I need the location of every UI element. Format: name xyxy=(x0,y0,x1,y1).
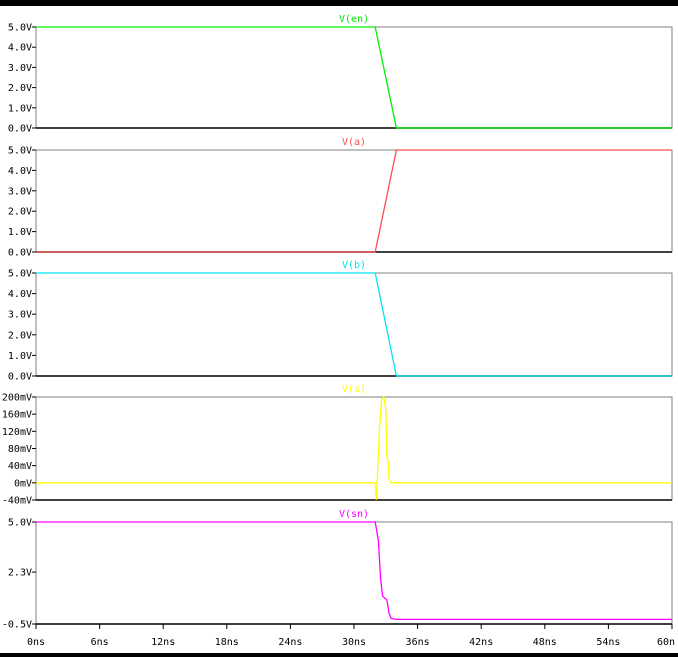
y-tick-label: -0.5V xyxy=(2,620,32,631)
trace-line xyxy=(36,149,672,253)
trace-title: V(en) xyxy=(339,14,369,25)
x-tick-label: 60n xyxy=(657,637,675,648)
y-tick-label: 1.0V xyxy=(8,103,32,114)
y-tick-label: 1.0V xyxy=(8,227,32,238)
x-tick-label: 54ns xyxy=(596,637,620,648)
window-top-border xyxy=(0,0,678,6)
y-tick-label: 3.0V xyxy=(8,310,32,321)
y-tick-label: 0.0V xyxy=(8,248,32,259)
window-bottom-border xyxy=(0,653,678,657)
x-tick-label: 6ns xyxy=(91,637,109,648)
y-tick-label: 5.0V xyxy=(8,146,32,157)
y-tick-label: 80mV xyxy=(8,444,32,455)
trace-title: V(s) xyxy=(342,384,366,395)
y-tick-label: -40mV xyxy=(2,496,32,507)
y-tick-label: 4.0V xyxy=(8,166,32,177)
y-tick-label: 5.0V xyxy=(8,269,32,280)
y-tick-label: 4.0V xyxy=(8,43,32,54)
y-tick-label: 200mV xyxy=(2,393,32,404)
y-tick-label: 3.0V xyxy=(8,186,32,197)
y-tick-label: 5.0V xyxy=(8,518,32,529)
trace-line xyxy=(36,395,672,501)
pane-frame xyxy=(35,149,673,253)
y-tick-label: 40mV xyxy=(8,461,32,472)
y-tick-label: 0mV xyxy=(14,478,32,489)
y-tick-label: 2.0V xyxy=(8,83,32,94)
trace-line xyxy=(36,26,672,129)
y-tick-label: 2.3V xyxy=(8,568,32,579)
x-tick-label: 42ns xyxy=(469,637,493,648)
x-tick-label: 24ns xyxy=(278,637,302,648)
y-tick-label: 1.0V xyxy=(8,351,32,362)
y-tick-label: 160mV xyxy=(2,410,32,421)
x-tick-label: 12ns xyxy=(151,637,175,648)
x-tick-label: 48ns xyxy=(533,637,557,648)
y-tick-label: 120mV xyxy=(2,427,32,438)
y-tick-label: 4.0V xyxy=(8,289,32,300)
x-tick-label: 36ns xyxy=(406,637,430,648)
x-tick-label: 18ns xyxy=(215,637,239,648)
y-tick-label: 5.0V xyxy=(8,23,32,34)
y-tick-label: 2.0V xyxy=(8,330,32,341)
trace-title: V(sn) xyxy=(339,509,369,520)
pane-frame xyxy=(35,396,673,501)
x-tick-label: 30ns xyxy=(342,637,366,648)
y-tick-label: 3.0V xyxy=(8,63,32,74)
pane-frame xyxy=(35,272,673,377)
trace-line xyxy=(36,272,672,377)
pane-frame xyxy=(35,26,673,129)
x-tick-label: 0ns xyxy=(27,637,45,648)
y-tick-label: 0.0V xyxy=(8,124,32,135)
y-tick-label: 2.0V xyxy=(8,207,32,218)
trace-line xyxy=(36,521,672,621)
trace-title: V(b) xyxy=(342,260,366,271)
pane-frame xyxy=(35,521,673,625)
trace-title: V(a) xyxy=(342,137,366,148)
y-tick-label: 0.0V xyxy=(8,372,32,383)
